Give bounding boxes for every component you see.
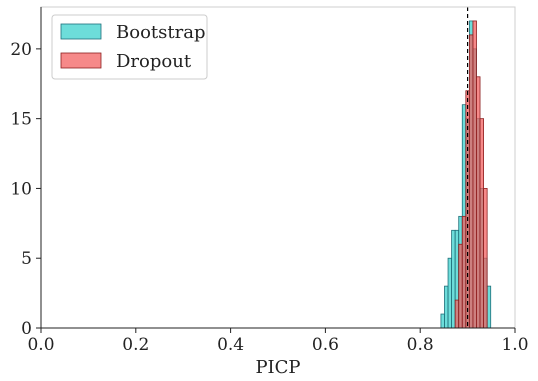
legend-swatch-dropout — [61, 53, 101, 68]
x-tick-label: 0.2 — [122, 335, 149, 355]
bar-bootstrap-2 — [448, 258, 452, 328]
y-tick-label: 10 — [10, 179, 32, 199]
bar-bootstrap-0 — [441, 314, 445, 328]
bar-dropout-2 — [462, 216, 466, 328]
bars-layer — [441, 21, 491, 328]
x-axis-label: PICP — [255, 357, 300, 378]
bar-dropout-6 — [476, 77, 480, 328]
x-tick-label: 0.8 — [407, 335, 434, 355]
y-tick-label: 15 — [10, 110, 32, 130]
bar-bootstrap-3 — [452, 230, 456, 328]
legend-label-bootstrap: Bootstrap — [116, 22, 205, 43]
bar-bootstrap-1 — [444, 286, 448, 328]
series-dropout — [455, 21, 487, 328]
bar-dropout-4 — [469, 35, 473, 328]
bar-dropout-0 — [455, 300, 459, 328]
bar-dropout-5 — [473, 21, 477, 328]
legend-label-dropout: Dropout — [116, 51, 192, 72]
x-tick-label: 0.6 — [312, 335, 339, 355]
bar-dropout-1 — [459, 244, 463, 328]
legend-swatch-bootstrap — [61, 24, 101, 39]
bar-bootstrap-13 — [487, 286, 491, 328]
x-tick-label: 0.4 — [217, 335, 244, 355]
y-tick-label: 0 — [21, 319, 32, 339]
x-tick-label: 1.0 — [501, 335, 528, 355]
y-tick-label: 5 — [21, 249, 32, 269]
y-tick-label: 20 — [10, 40, 32, 60]
legend: Bootstrap Dropout — [52, 15, 207, 79]
bar-dropout-8 — [484, 188, 488, 328]
bar-dropout-7 — [480, 119, 484, 328]
